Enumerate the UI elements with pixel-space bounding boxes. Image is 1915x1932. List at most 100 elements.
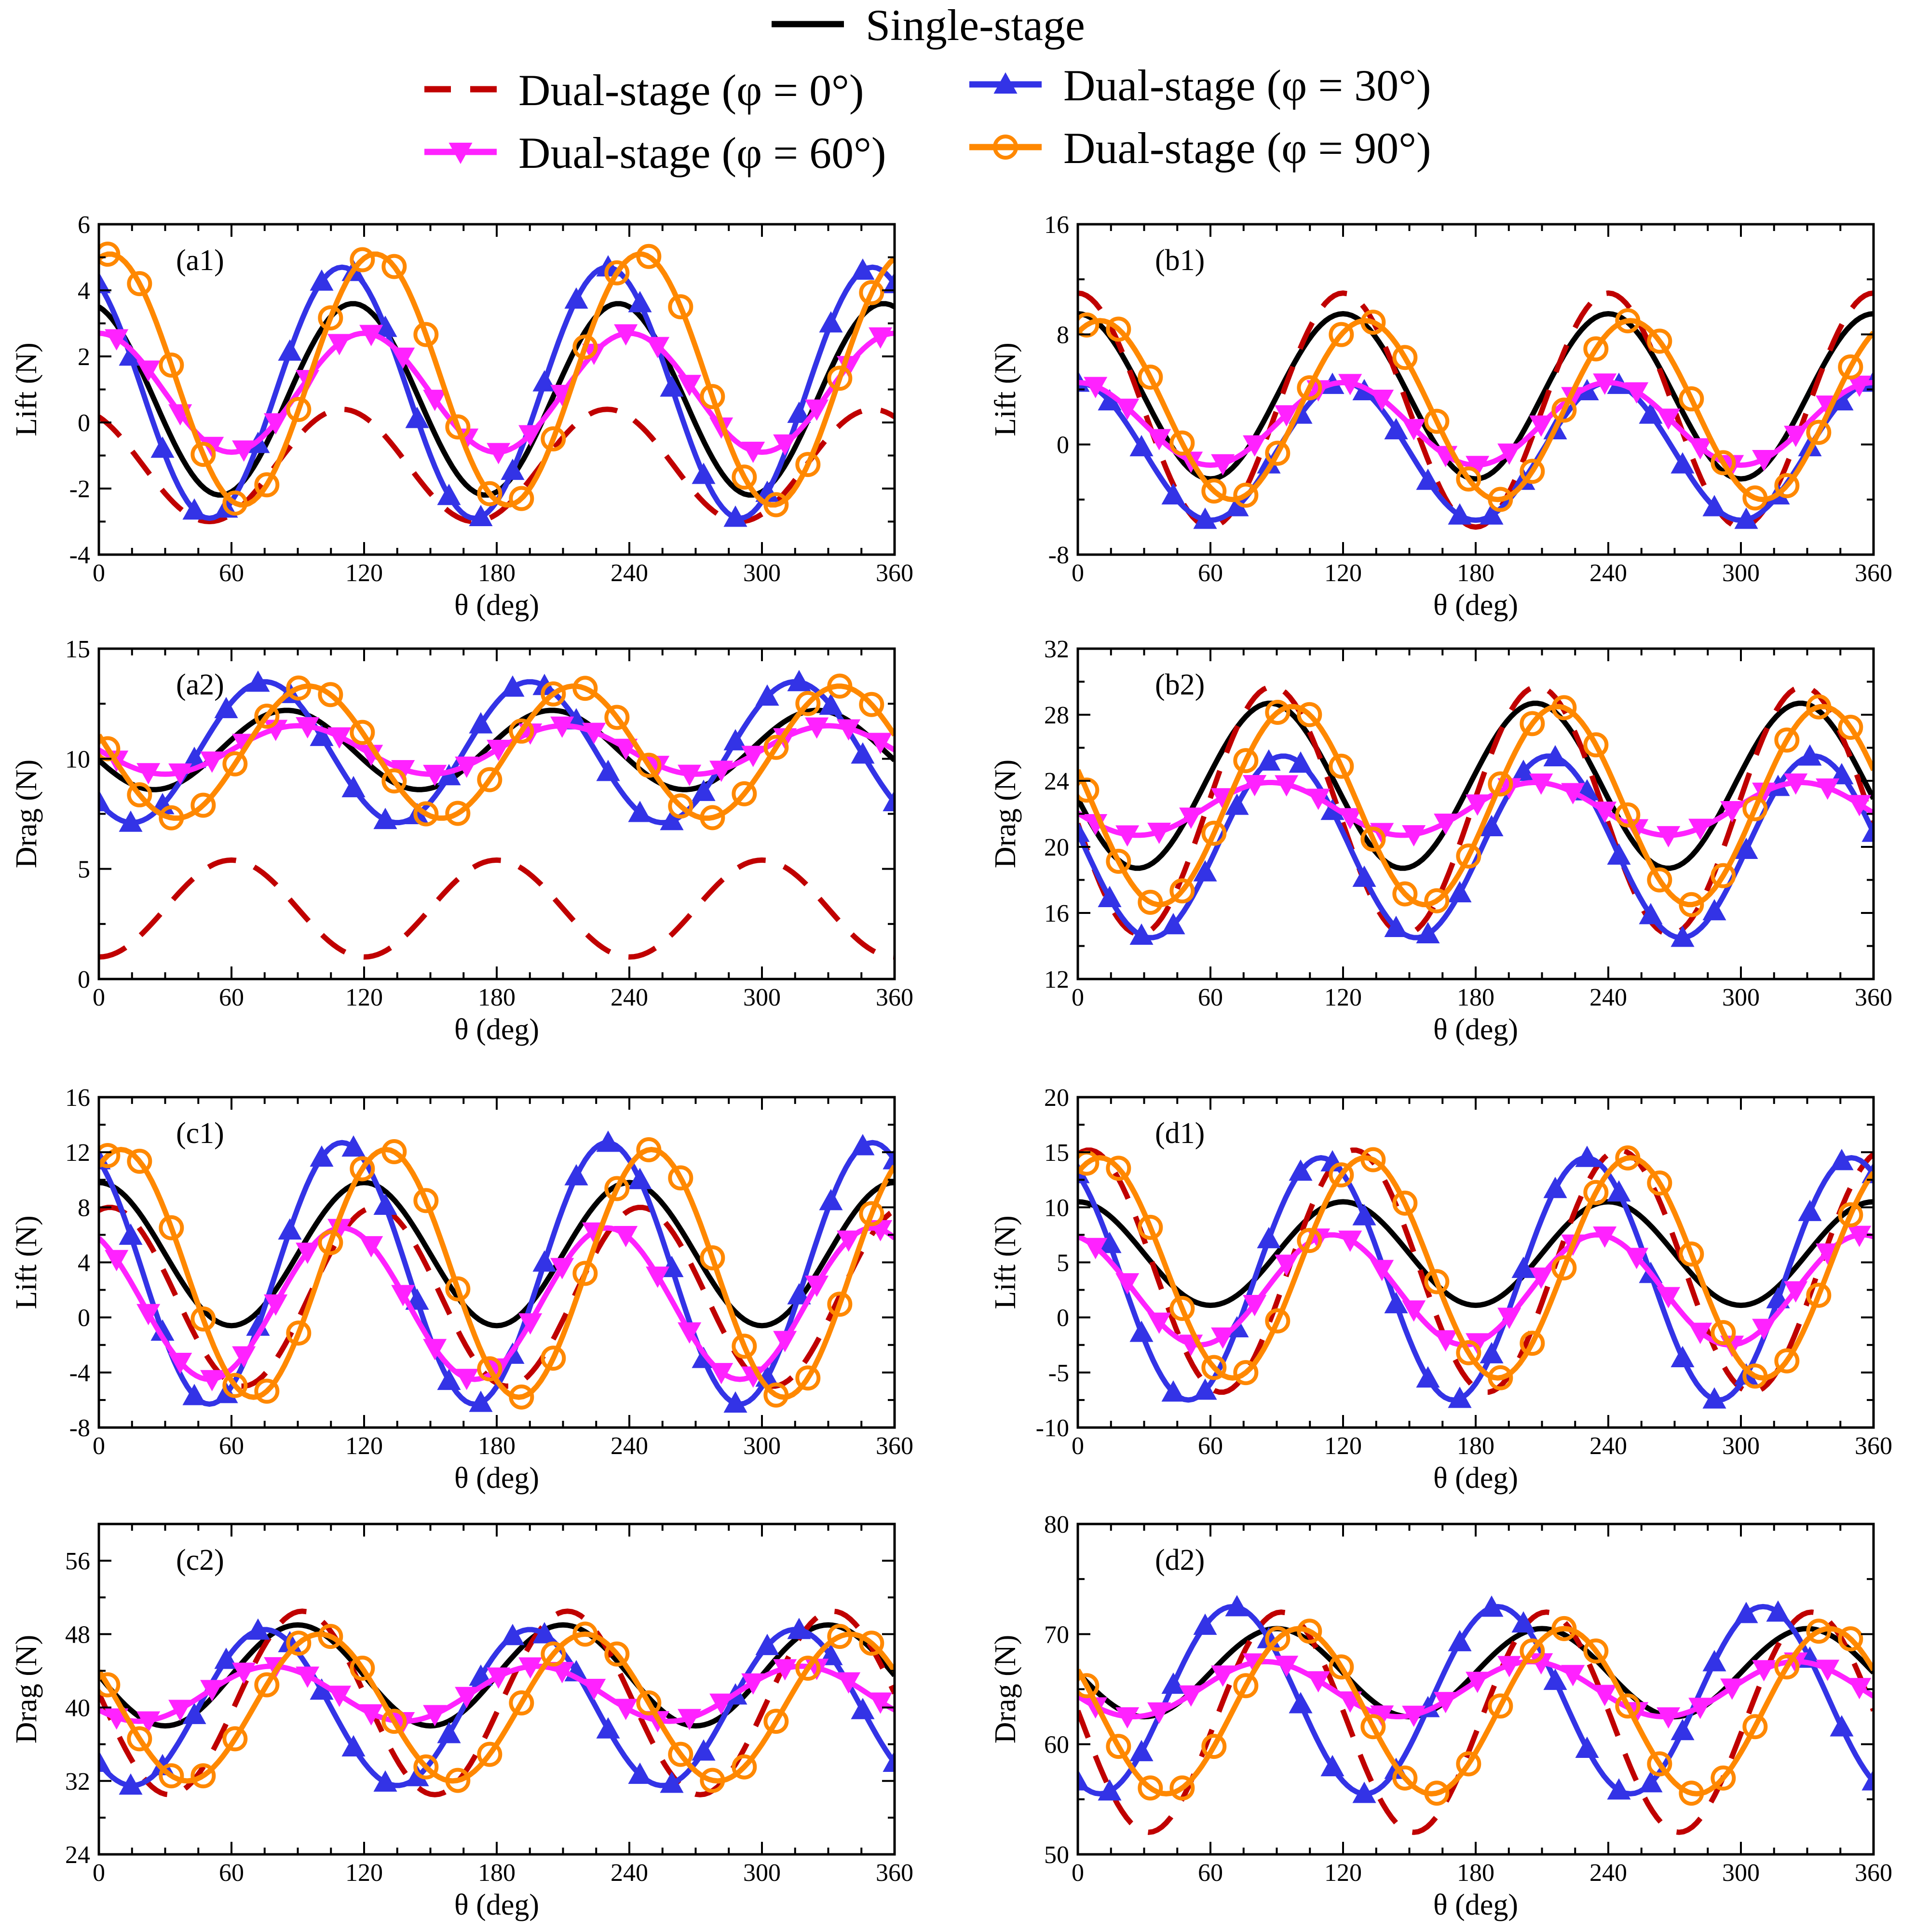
data-point-phi30 <box>1830 1149 1854 1170</box>
data-point-phi60 <box>1115 825 1140 847</box>
data-point-phi90 <box>286 1631 312 1656</box>
data-point-phi30 <box>532 1250 557 1272</box>
data-point-phi90 <box>1169 430 1195 456</box>
data-point-phi30 <box>883 1750 895 1772</box>
x-tick-label: 240 <box>1589 559 1627 587</box>
panel-label: (a1) <box>176 244 224 277</box>
data-point-phi30 <box>1766 1600 1790 1622</box>
y-axis-label: Drag (N) <box>10 760 43 869</box>
data-point-phi90 <box>254 472 280 498</box>
series-line-phi90 <box>99 683 895 821</box>
y-tick-label: 16 <box>1044 211 1069 239</box>
x-axis-label: θ (deg) <box>1433 1889 1518 1921</box>
data-point-phi60 <box>359 325 383 346</box>
data-point-phi60 <box>1306 1671 1331 1693</box>
x-tick-label: 240 <box>611 559 648 587</box>
data-point-phi90 <box>1233 1360 1259 1386</box>
data-point-phi60 <box>327 727 352 749</box>
data-point-phi90 <box>795 691 821 716</box>
x-tick-label: 120 <box>345 1859 383 1887</box>
data-point-phi90 <box>1711 450 1736 476</box>
data-point-phi90 <box>1806 1619 1832 1644</box>
series-line-phi60 <box>99 330 895 455</box>
data-point-phi90 <box>1711 863 1736 888</box>
data-point-phi60 <box>678 1322 702 1344</box>
data-point-phi90 <box>1615 1145 1641 1171</box>
data-point-phi60 <box>773 1659 797 1681</box>
x-tick-label: 240 <box>1589 984 1627 1011</box>
data-point-phi30 <box>1448 881 1472 902</box>
y-tick-label: 5 <box>1057 1250 1069 1277</box>
data-point-phi30 <box>99 1750 111 1772</box>
data-point-phi90 <box>1201 820 1227 846</box>
y-tick-label: 56 <box>65 1548 90 1575</box>
data-point-phi90 <box>1169 878 1195 904</box>
data-point-phi60 <box>1275 1656 1299 1677</box>
data-point-phi60 <box>423 390 447 411</box>
data-point-phi90 <box>763 492 789 517</box>
data-point-phi60 <box>1434 814 1458 835</box>
x-tick-label: 60 <box>1198 1859 1223 1887</box>
data-point-phi90 <box>572 1621 598 1647</box>
data-point-phi30 <box>1129 1740 1154 1761</box>
data-point-phi60 <box>487 443 511 464</box>
y-tick-label: 15 <box>1044 1139 1069 1167</box>
y-tick-label: 0 <box>1057 1305 1069 1332</box>
data-point-phi60 <box>391 1285 415 1306</box>
data-point-phi60 <box>678 1709 702 1730</box>
data-point-phi90 <box>859 1631 884 1656</box>
data-point-phi90 <box>1169 1295 1195 1321</box>
data-point-phi60 <box>1084 377 1108 398</box>
x-tick-label: 300 <box>1722 559 1760 587</box>
data-point-phi90 <box>668 294 693 320</box>
data-point-phi90 <box>1615 308 1641 334</box>
data-point-phi60 <box>869 1692 893 1714</box>
x-tick-label: 300 <box>1722 1859 1760 1887</box>
data-point-phi60 <box>1243 435 1267 457</box>
data-point-phi30 <box>1671 925 1695 947</box>
data-point-phi30 <box>1798 744 1822 766</box>
data-point-phi90 <box>1392 1190 1418 1216</box>
data-point-phi60 <box>1529 415 1553 437</box>
data-point-phi30 <box>1575 1736 1599 1758</box>
data-point-phi30 <box>1098 885 1122 907</box>
data-point-phi30 <box>692 463 716 484</box>
data-point-phi30 <box>819 1189 843 1211</box>
series-group <box>99 670 895 960</box>
data-point-phi90 <box>1774 1654 1800 1680</box>
data-point-phi30 <box>1734 1602 1758 1623</box>
data-point-phi90 <box>509 718 534 744</box>
data-point-phi30 <box>119 1773 143 1795</box>
data-point-phi60 <box>1847 375 1872 397</box>
data-point-phi90 <box>700 805 725 830</box>
data-point-phi30 <box>1607 1778 1631 1800</box>
data-point-phi30 <box>1289 1159 1313 1181</box>
data-point-phi30 <box>1193 507 1217 529</box>
data-point-phi60 <box>296 1242 320 1264</box>
data-point-phi60 <box>1338 1230 1362 1252</box>
data-point-phi90 <box>732 464 757 490</box>
data-point-phi90 <box>99 1143 121 1169</box>
data-point-phi30 <box>119 810 143 832</box>
series-line-phi0 <box>1078 1609 1874 1835</box>
data-point-phi90 <box>1615 802 1641 828</box>
y-tick-label: 24 <box>65 1841 90 1869</box>
data-point-phi60 <box>1752 1660 1776 1682</box>
y-tick-label: 6 <box>78 211 90 239</box>
data-point-phi90 <box>381 254 407 279</box>
data-point-phi90 <box>190 792 216 818</box>
data-point-phi60 <box>1211 1665 1235 1687</box>
data-point-phi60 <box>1784 773 1808 795</box>
data-point-phi60 <box>423 764 447 787</box>
y-tick-label: 8 <box>78 1194 90 1222</box>
data-point-phi90 <box>1647 867 1672 893</box>
data-point-phi90 <box>859 692 884 717</box>
data-point-phi60 <box>805 717 829 739</box>
data-point-phi90 <box>1106 848 1131 874</box>
data-point-phi60 <box>232 1346 256 1368</box>
data-point-phi60 <box>709 1693 733 1715</box>
data-point-phi60 <box>678 764 702 786</box>
x-tick-label: 0 <box>1072 1432 1084 1460</box>
data-point-phi30 <box>1734 837 1758 859</box>
y-tick-label: 10 <box>1044 1194 1069 1222</box>
